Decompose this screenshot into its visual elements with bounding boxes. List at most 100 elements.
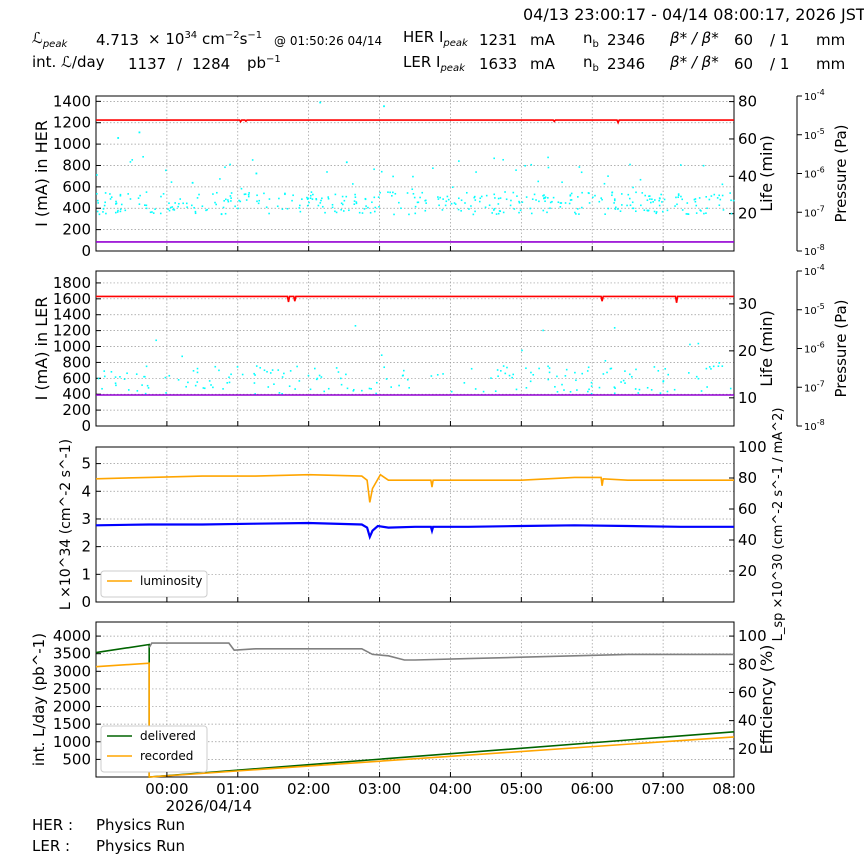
life-point [412, 192, 415, 195]
life-point [710, 368, 712, 370]
life-point [529, 207, 532, 210]
life-point [424, 209, 427, 212]
y-tick-label: 200 [62, 221, 91, 239]
series-line-recorded [95, 662, 735, 778]
y-tick-label: 3500 [53, 645, 91, 663]
life-point [697, 377, 700, 380]
life-point [337, 371, 340, 373]
series-line-luminosity [95, 473, 734, 503]
life-point [730, 212, 733, 215]
life-point [663, 198, 666, 201]
life-point [98, 213, 101, 216]
life-point [610, 367, 613, 370]
life-point [600, 197, 603, 199]
life-point [634, 388, 637, 390]
life-point [103, 204, 106, 207]
life-point [143, 204, 146, 206]
pressure-tick-label: 10-6 [804, 166, 825, 181]
life-point [247, 195, 250, 198]
life-point [611, 194, 613, 197]
life-point [538, 367, 540, 370]
chart-legend: luminosity [100, 570, 208, 598]
life-point [687, 213, 689, 215]
life-point [437, 198, 440, 200]
life-point [613, 202, 615, 204]
life-point [119, 193, 122, 196]
life-point [607, 175, 609, 177]
life-point [281, 392, 283, 395]
life-point [187, 381, 189, 384]
y-tick-label: 800 [62, 156, 91, 174]
life-point [124, 209, 127, 212]
life-point [258, 199, 261, 202]
life-point [97, 199, 99, 202]
life-point [574, 211, 576, 214]
life-point [378, 206, 380, 208]
life-point [729, 192, 731, 194]
life-point [196, 371, 199, 374]
life-point [298, 380, 301, 382]
life-point [123, 378, 126, 380]
y2-tick-label: 20 [738, 740, 757, 758]
life-point [345, 161, 348, 164]
life-point [168, 202, 170, 205]
y2-tick-label: 100 [738, 438, 767, 456]
y-tick-label: 1000 [53, 135, 91, 153]
life-point [373, 168, 375, 171]
life-point [603, 182, 606, 185]
life-point [647, 209, 650, 212]
life-point [613, 386, 616, 388]
life-point [230, 373, 232, 376]
life-point [164, 376, 167, 379]
life-point [710, 195, 713, 197]
legend-label: delivered [140, 729, 196, 743]
life-point [666, 390, 669, 393]
life-point [508, 374, 511, 377]
life-point [406, 192, 409, 194]
life-point [234, 205, 236, 208]
life-point [606, 371, 608, 374]
life-point [97, 202, 99, 204]
life-point [620, 381, 622, 383]
life-point [269, 372, 272, 374]
life-point [190, 204, 193, 207]
ler-beta-label: β* / β* [670, 53, 719, 71]
life-point [530, 212, 533, 215]
y-tick-label: 1200 [53, 114, 91, 132]
pressure-tick-label: 10-6 [804, 341, 825, 356]
life-point [521, 349, 523, 352]
life-point [538, 200, 540, 203]
life-point [421, 191, 424, 194]
life-point [564, 375, 567, 377]
her-status-label: HER : [32, 816, 74, 834]
life-point [556, 391, 559, 393]
life-point [225, 198, 227, 201]
pressure-tick-label: 10-8 [804, 418, 825, 433]
life-point [389, 191, 391, 194]
life-point [299, 210, 302, 213]
her-status-value: Physics Run [96, 816, 186, 834]
life-point [494, 390, 497, 393]
life-point [96, 210, 99, 213]
life-point [145, 204, 148, 207]
life-point [651, 198, 653, 201]
life-point [216, 191, 218, 194]
series-line-efficiency [148, 642, 734, 661]
life-point [543, 197, 546, 199]
life-point [662, 380, 665, 383]
life-point [259, 366, 262, 369]
life-point [721, 365, 724, 367]
life-point [609, 367, 612, 370]
life-point [705, 367, 708, 370]
life-point [521, 201, 524, 203]
life-point [544, 200, 546, 203]
life-point [298, 207, 301, 209]
life-point [525, 367, 527, 370]
y-tick-label: 600 [62, 178, 91, 196]
life-point [288, 385, 291, 388]
life-point [319, 202, 322, 204]
pressure-axis-label: Pressure (Pa) [832, 124, 850, 222]
life-point [375, 392, 377, 395]
life-point [376, 381, 378, 384]
life-point [580, 171, 583, 174]
